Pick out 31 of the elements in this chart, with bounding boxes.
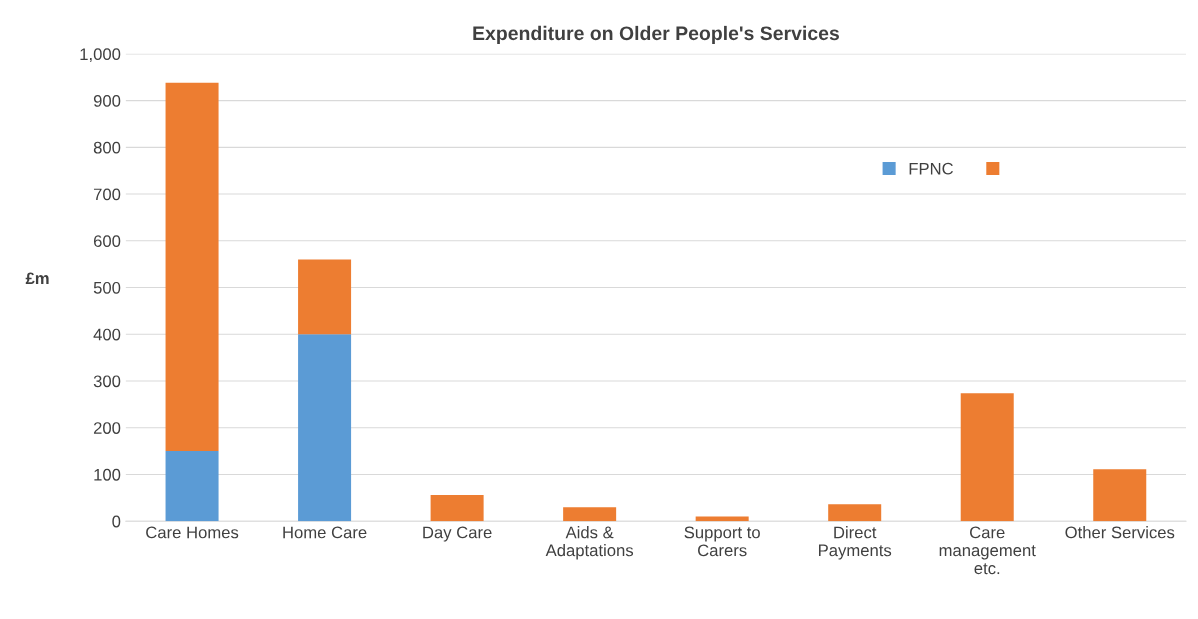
y-tick-label: 900	[93, 94, 121, 107]
y-tick-label: 1,000	[80, 48, 121, 63]
y-tick-label: 200	[93, 422, 121, 434]
x-tick-label: Day Care	[423, 526, 492, 542]
bar	[298, 259, 352, 335]
chart-title: Expenditure on Older People's Services	[473, 25, 839, 44]
bar	[1093, 469, 1147, 522]
legend-label: FPNC	[909, 162, 954, 175]
bar	[960, 393, 1014, 522]
y-tick-label: 0	[112, 515, 121, 528]
y-tick-label: 400	[93, 328, 121, 341]
x-tick-label: Home Care	[283, 526, 367, 539]
x-tick-label: Support to Carers	[684, 526, 760, 557]
x-tick-label: Aids & Adaptations	[545, 526, 634, 560]
y-tick-label: 700	[93, 188, 121, 201]
y-tick-label: 600	[93, 235, 121, 247]
x-tick-label: Care Homes	[146, 526, 239, 539]
y-tick-label: 500	[93, 281, 121, 294]
bar	[165, 451, 219, 522]
bar	[828, 504, 882, 522]
x-tick-label: Other Services	[1065, 526, 1175, 539]
y-tick-label: 300	[93, 375, 121, 388]
y-tick-label: 800	[93, 141, 121, 154]
y-tick-label: 100	[94, 468, 121, 481]
bar	[430, 495, 484, 522]
bar	[165, 82, 219, 452]
x-tick-label: Direct Payments	[819, 526, 892, 560]
bar	[298, 334, 352, 522]
bar	[563, 507, 617, 522]
x-tick-label: Care management etc.	[939, 526, 1036, 575]
y-axis-title: £m	[25, 272, 49, 285]
